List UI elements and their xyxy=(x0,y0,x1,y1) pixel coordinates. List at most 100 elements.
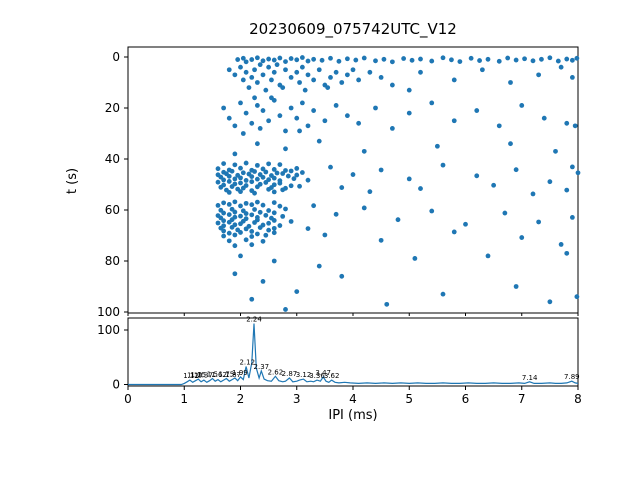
scatter-point xyxy=(305,72,311,78)
scatter-point xyxy=(238,175,243,181)
scatter-point xyxy=(474,108,480,113)
scatter-point xyxy=(291,176,297,182)
scatter-point xyxy=(226,212,232,217)
scatter-point xyxy=(477,58,482,63)
scatter-point xyxy=(418,56,423,62)
scatter-point xyxy=(221,161,227,166)
scatter-point xyxy=(333,211,339,217)
scatter-point xyxy=(409,57,415,63)
scatter-point xyxy=(373,58,378,64)
scatter-point xyxy=(271,175,277,181)
scatter-point xyxy=(305,177,311,183)
chart-title: 20230609_075742UTC_V12 xyxy=(249,20,457,38)
scatter-point xyxy=(434,143,440,149)
scatter-point xyxy=(238,180,243,186)
peak-annotation: 2.87 xyxy=(282,370,298,378)
scatter-point xyxy=(280,85,286,90)
scatter-point xyxy=(536,219,542,225)
scatter-point xyxy=(406,176,412,182)
scatter-point xyxy=(266,161,272,167)
scatter-point xyxy=(263,87,269,93)
scatter-point xyxy=(277,180,283,186)
peak-annotation: 3.12 xyxy=(296,371,312,379)
scatter-point xyxy=(367,69,373,75)
scatter-point xyxy=(297,183,302,189)
scatter-point xyxy=(254,199,260,205)
scatter-point xyxy=(226,190,232,195)
scatter-point xyxy=(564,250,570,256)
scatter-point xyxy=(249,296,255,302)
scatter-point xyxy=(257,62,263,68)
scatter-point xyxy=(240,185,246,191)
scatter-point xyxy=(243,200,249,206)
scatter-point xyxy=(468,55,474,61)
scatter-point xyxy=(283,206,288,212)
scatter-point xyxy=(277,203,283,209)
scatter-point xyxy=(496,123,502,129)
scatter-point xyxy=(305,123,311,129)
scatter-point xyxy=(530,58,536,64)
scatter-point xyxy=(238,221,243,227)
scatter-point xyxy=(254,162,260,168)
scatter-point xyxy=(269,77,274,83)
scatter-point xyxy=(294,166,300,171)
scatter-point xyxy=(271,230,277,236)
peak-annotation: 2.24 xyxy=(246,315,262,323)
scatter-point xyxy=(226,67,232,73)
scatter-point xyxy=(260,72,266,78)
scatter-point xyxy=(513,57,519,63)
scatter-point xyxy=(491,182,497,188)
x-tick-label: 4 xyxy=(349,392,357,406)
scatter-point xyxy=(271,69,277,75)
y-tick-label: 100 xyxy=(97,323,120,337)
scatter-point xyxy=(294,289,300,294)
scatter-point xyxy=(302,87,308,93)
scatter-point xyxy=(344,113,350,119)
scatter-point xyxy=(283,307,288,312)
scatter-point xyxy=(513,284,519,289)
scatter-point xyxy=(513,167,519,173)
scatter-point xyxy=(294,57,300,63)
histogram-line xyxy=(128,323,579,386)
scatter-point xyxy=(356,77,362,83)
scatter-point xyxy=(249,179,255,185)
scatter-point xyxy=(277,223,283,228)
scatter-point xyxy=(449,57,454,63)
scatter-point xyxy=(539,56,544,62)
scatter-point xyxy=(240,170,246,176)
scatter-point xyxy=(274,170,280,176)
scatter-point xyxy=(418,69,423,75)
scatter-point xyxy=(384,301,390,307)
scatter-point xyxy=(249,120,255,126)
scatter-point xyxy=(555,58,561,64)
scatter-point xyxy=(274,62,280,68)
scatter-point xyxy=(232,162,238,168)
scatter-point xyxy=(395,217,401,223)
scatter-point xyxy=(333,103,339,108)
scatter-point xyxy=(249,242,255,248)
scatter-point xyxy=(277,55,283,61)
scatter-point xyxy=(238,230,243,235)
scatter-point xyxy=(328,164,333,170)
scatter-point xyxy=(252,220,257,225)
scatter-point xyxy=(412,256,418,261)
scatter-point xyxy=(260,108,266,113)
scatter-point xyxy=(249,202,255,208)
scatter-point xyxy=(350,67,356,73)
scatter-point xyxy=(406,110,412,116)
scatter-point xyxy=(299,64,305,70)
peak-annotation: 1.5 xyxy=(207,371,218,379)
scatter-point xyxy=(243,226,249,232)
scatter-point xyxy=(243,237,249,243)
x-tick-label: 5 xyxy=(405,392,413,406)
scatter-point xyxy=(260,166,266,172)
scatter-point xyxy=(299,55,305,60)
scatter-point xyxy=(229,168,235,174)
scatter-point xyxy=(558,64,564,70)
scatter-point xyxy=(294,172,300,178)
scatter-point xyxy=(252,169,257,174)
scatter-point xyxy=(316,138,322,144)
peak-annotation: 1.75 xyxy=(219,371,235,379)
